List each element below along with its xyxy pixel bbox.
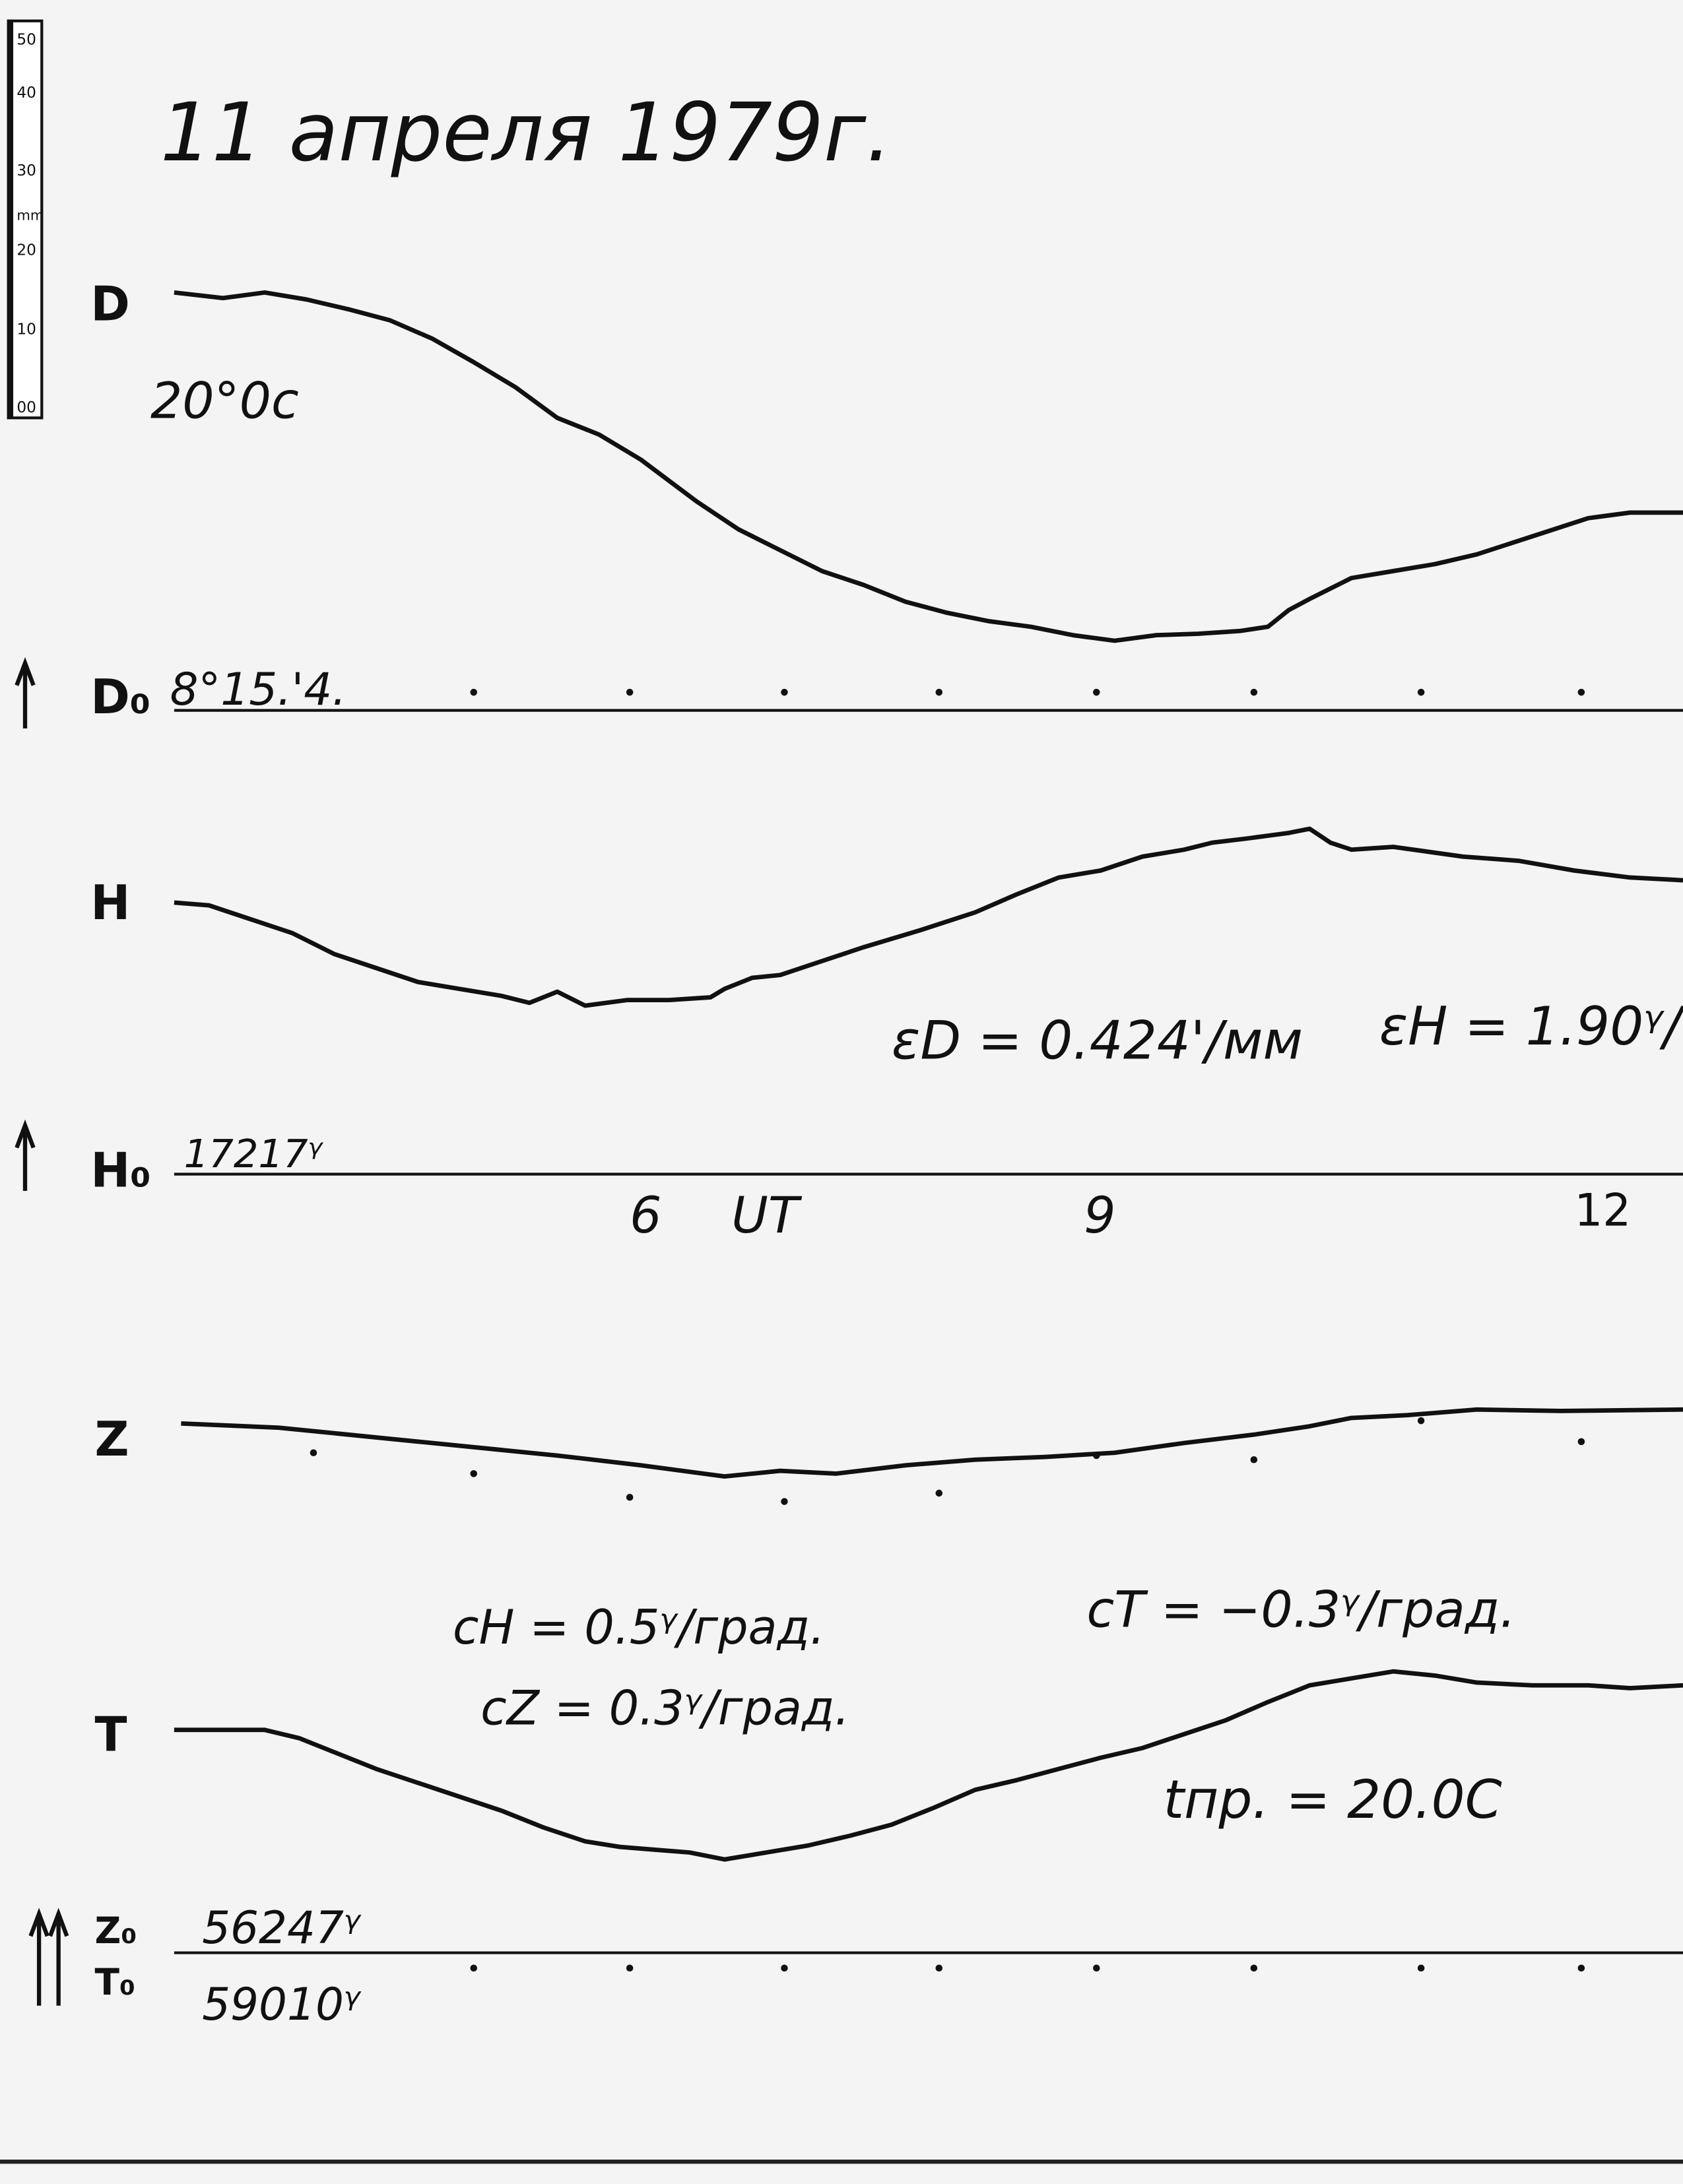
ruler-tick: 10 bbox=[16, 321, 36, 338]
ruler-tick: 50 bbox=[16, 31, 36, 49]
time-tick: 6 bbox=[630, 1186, 661, 1244]
time-tick: 12 bbox=[1574, 1184, 1631, 1237]
arrow bbox=[15, 1119, 36, 1191]
base-label: D₀ bbox=[90, 669, 150, 724]
base-value: 17217ᵞ bbox=[184, 1131, 324, 1176]
h-curve bbox=[174, 826, 1683, 1008]
ruler-tick: 00 bbox=[16, 399, 36, 416]
ruler-tick: 40 bbox=[16, 84, 36, 102]
base-value: 8°15.'4. bbox=[170, 663, 346, 715]
ruler-body bbox=[7, 19, 44, 420]
annotation: εH = 1.90ᵞ/м. bbox=[1379, 996, 1683, 1057]
d-curve bbox=[174, 290, 1683, 643]
trace-label: Z bbox=[95, 1411, 129, 1467]
time-marks bbox=[470, 1964, 1585, 1972]
ruler-tick: 20 bbox=[16, 241, 36, 259]
annotation: εD = 0.424'/мм bbox=[892, 1010, 1303, 1071]
base-value: 56247ᵞ bbox=[202, 1902, 362, 1954]
ruler-tick: 30 bbox=[16, 162, 36, 179]
trace-note: 20°0c bbox=[150, 371, 299, 430]
trace-label: T bbox=[95, 1706, 127, 1762]
trace-label: D bbox=[90, 276, 130, 332]
base-label: Z₀ bbox=[95, 1910, 137, 1952]
time-marks bbox=[310, 1417, 1585, 1505]
ruler-unit: mm bbox=[16, 207, 44, 224]
annotation: tпр. = 20.0C bbox=[1164, 1769, 1502, 1830]
annotation: cZ = 0.3ᵞ/град. bbox=[480, 1680, 849, 1735]
z-curve bbox=[181, 1407, 1683, 1479]
base-label: T₀ bbox=[95, 1961, 135, 2003]
time-marks bbox=[470, 688, 1585, 696]
trace-label: H bbox=[90, 875, 130, 930]
arrow bbox=[28, 1908, 69, 2006]
arrow bbox=[15, 657, 36, 729]
title: 11 апреля 1979г. bbox=[160, 85, 892, 179]
t-curve bbox=[174, 1669, 1683, 1862]
ruler: 50 40 30 mm 20 10 00 bbox=[7, 19, 44, 420]
base-value: 59010ᵞ bbox=[202, 1978, 362, 2030]
base-label: H₀ bbox=[90, 1143, 151, 1198]
time-tick: 9 bbox=[1084, 1186, 1115, 1244]
annotation: cH = 0.5ᵞ/град. bbox=[453, 1599, 825, 1655]
time-tick: UT bbox=[731, 1186, 803, 1244]
annotation: cT = −0.3ᵞ/град. bbox=[1087, 1580, 1516, 1639]
